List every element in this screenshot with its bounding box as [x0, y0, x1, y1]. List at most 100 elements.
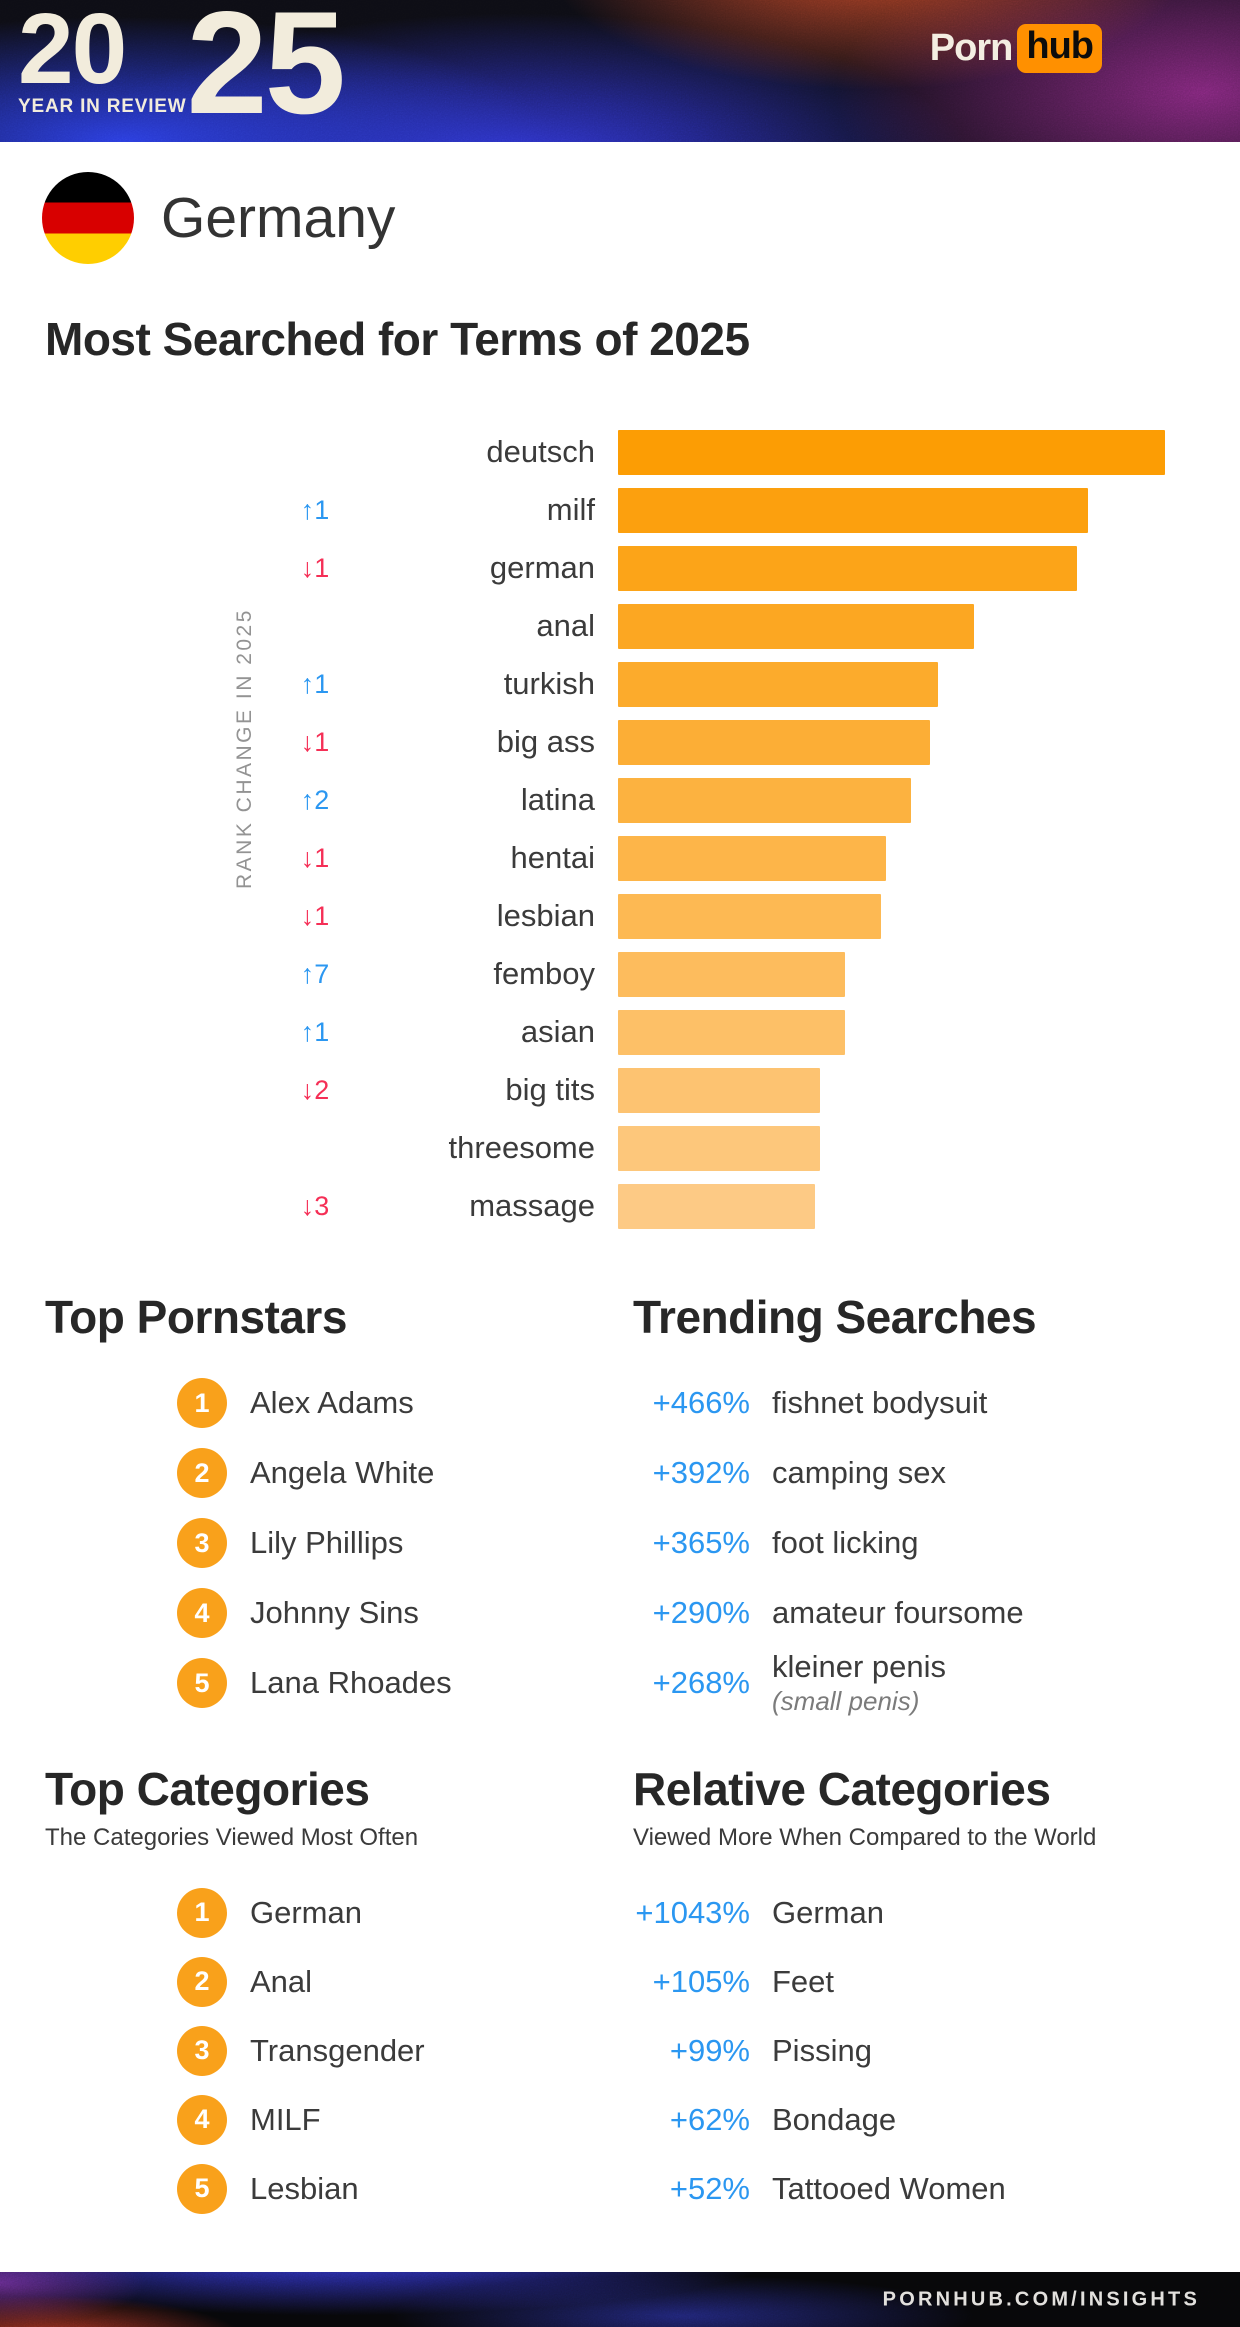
chart-term-label: german: [489, 550, 595, 585]
chart-bar: [618, 545, 1078, 591]
top-categories-list: 1 German 2 Anal 3 Transgender 4 MILF 5 Lesbian: [0, 1878, 620, 2223]
chart-row: deutsch: [0, 423, 1240, 481]
percent-change-value: +392%: [652, 1455, 750, 1490]
chart-bar: [618, 835, 887, 881]
list-item: +105% Feet: [620, 1947, 1240, 2016]
rank-change-indicator: ↑2: [300, 784, 330, 815]
rank-number-badge: 3: [177, 2025, 227, 2076]
country-name: Germany: [161, 186, 396, 250]
germany-flag-icon: [42, 172, 134, 264]
year-in-review-logo: 20 YEAR IN REVIEW 25: [18, 0, 346, 142]
list-item: +52% Tattooed Women: [620, 2154, 1240, 2223]
logo-tagline: YEAR IN REVIEW: [18, 95, 187, 117]
chart-term-label: latina: [520, 782, 595, 817]
rank-number-badge: 1: [177, 1887, 227, 1938]
chart-bar: [618, 893, 881, 939]
footer-banner: PORNHUB.COM/INSIGHTS: [0, 2272, 1240, 2327]
logo-left-block: 20 YEAR IN REVIEW: [18, 0, 187, 118]
top-pornstars-title: Top Pornstars: [45, 1291, 347, 1343]
list-item-term: Feet: [772, 1963, 835, 1999]
chart-row: ↑2 latina: [0, 771, 1240, 829]
chart-row: ↑1 turkish: [0, 655, 1240, 713]
term-wrap: foot licking: [750, 1525, 918, 1561]
chart-term-label: massage: [469, 1188, 595, 1223]
term-wrap: amateur foursome: [750, 1595, 1024, 1631]
list-item-name: Angela White: [250, 1455, 435, 1490]
header-banner: 20 YEAR IN REVIEW 25 Porn hub: [0, 0, 1240, 142]
relative-categories-title: Relative Categories: [633, 1763, 1051, 1815]
list-item-name: Lesbian: [250, 2170, 359, 2206]
percent-change-value: +290%: [652, 1595, 750, 1630]
list-item-term: German: [772, 1894, 884, 1930]
chart-bar: [618, 661, 938, 707]
list-item: +1043% German: [620, 1878, 1240, 1947]
list-item: +365% foot licking: [620, 1508, 1240, 1578]
term-wrap: Tattooed Women: [750, 2171, 1006, 2207]
top-categories-subtitle: The Categories Viewed Most Often: [45, 1824, 419, 1851]
chart-term-label: turkish: [503, 666, 595, 701]
term-wrap: Feet: [750, 1964, 834, 2000]
logo-year-suffix: 25: [186, 0, 346, 142]
list-item-name: Johnny Sins: [250, 1595, 419, 1630]
list-item-term: foot licking: [772, 1525, 919, 1560]
list-item: +62% Bondage: [620, 2085, 1240, 2154]
term-wrap: Pissing: [750, 2033, 872, 2069]
list-item-name: German: [250, 1894, 362, 1930]
list-item-term: amateur foursome: [772, 1595, 1024, 1630]
country-header: Germany: [42, 172, 395, 264]
percent-change-value: +466%: [652, 1385, 750, 1420]
rank-change-indicator: ↓1: [300, 726, 330, 757]
rank-number-badge: 3: [177, 1518, 227, 1568]
list-item: 2 Angela White: [0, 1438, 620, 1508]
list-item: 5 Lana Rhoades: [0, 1648, 620, 1718]
term-wrap: Bondage: [750, 2102, 896, 2138]
list-item: 4 Johnny Sins: [0, 1578, 620, 1648]
rank-number-badge: 1: [177, 1378, 227, 1428]
chart-term-label: big tits: [505, 1072, 595, 1107]
chart-term-label: big ass: [496, 724, 595, 759]
pornhub-logo: Porn hub: [930, 24, 1102, 73]
page-title: Most Searched for Terms of 2025: [45, 313, 750, 365]
chart-term-label: asian: [520, 1014, 595, 1049]
rank-number-badge: 5: [177, 1658, 227, 1708]
percent-change-value: +99%: [669, 2032, 750, 2068]
pornhub-logo-hub: hub: [1017, 24, 1102, 73]
chart-row: ↑1 milf: [0, 481, 1240, 539]
list-item-name: Anal: [250, 1963, 313, 1999]
chart-bar: [618, 429, 1165, 475]
list-item-name: Lana Rhoades: [250, 1665, 452, 1700]
chart-term-label: femboy: [493, 956, 595, 991]
term-wrap: German: [750, 1895, 884, 1931]
term-wrap: kleiner penis (small penis): [750, 1649, 946, 1717]
rank-change-indicator: ↓1: [300, 552, 330, 583]
rank-change-indicator: ↓3: [300, 1190, 330, 1221]
list-item-term: Pissing: [772, 2032, 872, 2068]
top-pornstars-list: 1 Alex Adams 2 Angela White 3 Lily Phillips 4 J…: [0, 1368, 620, 1718]
list-item-term: fishnet bodysuit: [772, 1385, 988, 1420]
rank-change-indicator: ↓1: [300, 842, 330, 873]
noise-texture: [0, 2272, 1240, 2327]
list-item-name: Alex Adams: [250, 1385, 414, 1420]
rank-change-indicator: ↑1: [300, 1016, 330, 1047]
percent-change-value: +105%: [652, 1963, 750, 1999]
chart-term-label: milf: [546, 492, 595, 527]
pornhub-logo-porn: Porn: [929, 27, 1014, 69]
chart-term-label: lesbian: [496, 898, 595, 933]
chart-row: anal: [0, 597, 1240, 655]
list-item: +268% kleiner penis (small penis): [620, 1648, 1240, 1718]
chart-term-label: deutsch: [486, 434, 595, 469]
list-item-term: Bondage: [772, 2101, 897, 2137]
relative-categories-list: +1043% German +105% Feet +99% Pissing +62% Bond…: [620, 1878, 1240, 2223]
list-item: 1 German: [0, 1878, 620, 1947]
list-item-term: kleiner penis: [772, 1649, 947, 1684]
chart-term-label: anal: [536, 608, 595, 643]
rank-change-indicator: ↑7: [300, 958, 330, 989]
chart-row: threesome: [0, 1119, 1240, 1177]
list-item: +392% camping sex: [620, 1438, 1240, 1508]
trending-searches-list: +466% fishnet bodysuit +392% camping sex +36…: [620, 1368, 1240, 1718]
rank-change-indicator: ↓2: [300, 1074, 330, 1105]
relative-categories-subtitle: Viewed More When Compared to the World: [633, 1824, 1097, 1851]
percent-change-value: +1043%: [635, 1894, 750, 1930]
chart-rows: deutsch ↑1 milf ↓1 german anal ↑1 turkish ↓1 big …: [0, 423, 1240, 1235]
